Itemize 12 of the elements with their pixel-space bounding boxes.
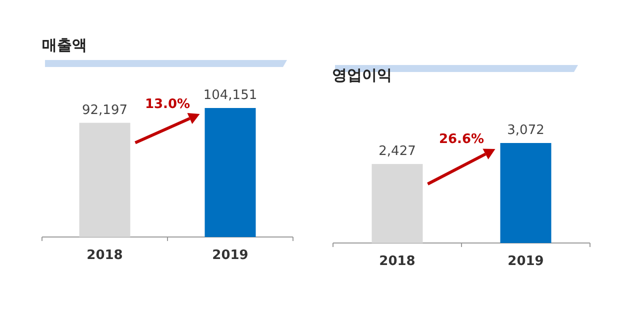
x-tick-label: 2018: [379, 254, 416, 269]
data-label: 104,151: [203, 88, 258, 103]
data-label: 92,197: [82, 102, 128, 118]
annotation: 13.0%: [144, 97, 190, 112]
data-label: 3,072: [507, 123, 544, 138]
x-tick-label: 2018: [86, 248, 123, 263]
x-tick-label: 2019: [508, 254, 544, 269]
x-tick-label: 2019: [212, 248, 248, 263]
annotation: 26.6%: [438, 132, 484, 147]
chart-title: 매출액: [42, 36, 87, 54]
data-label: 2,427: [378, 144, 416, 159]
chart-title: 영업이익: [332, 66, 392, 84]
